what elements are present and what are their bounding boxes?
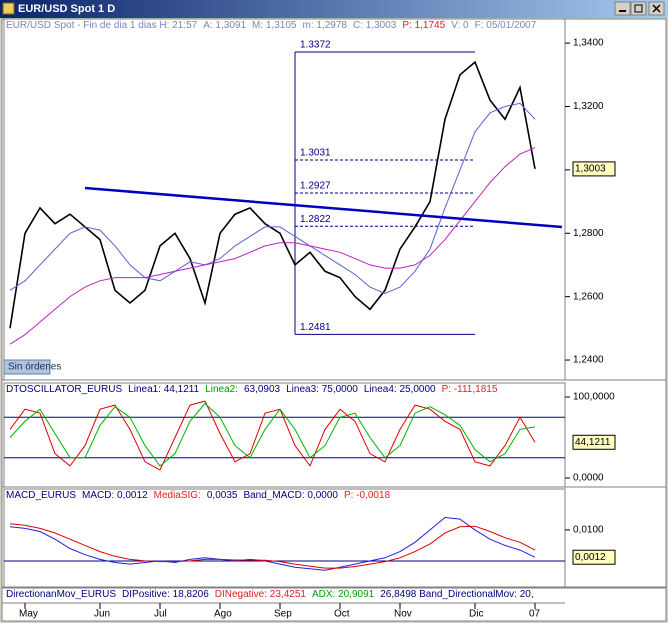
series-line xyxy=(9,147,536,345)
x-tick-label: Jul xyxy=(154,609,167,620)
header-item: ADX: 20,9091 xyxy=(312,589,375,600)
header-item: A: 1,3091 xyxy=(203,20,246,31)
title-bar xyxy=(0,0,668,18)
icon xyxy=(634,4,643,13)
panel-header: EUR/USD Spot - Fin de dia 1 dias H: 21:5… xyxy=(6,20,537,31)
y-tick-label: 1,3200 xyxy=(573,101,604,112)
panel-header: MACD_EURUS MACD: 0,0012 MediaSIG: 0,0035 Ban… xyxy=(6,490,391,501)
y-tick-label: 0,0000 xyxy=(573,473,604,484)
header-item: 63,0903 xyxy=(244,384,281,395)
x-tick-label: Sep xyxy=(274,609,292,620)
fib-label: 1.3372 xyxy=(300,40,331,51)
header-item: P: 1,1745 xyxy=(402,20,445,31)
plot-layer: 1,34001,32001,30001,28001,26001,24001.33… xyxy=(2,18,666,620)
minimize-button[interactable] xyxy=(614,1,631,16)
last-value-box xyxy=(572,161,616,177)
y-tick-label: 1,2400 xyxy=(573,355,604,366)
header-item: DINegative: 23,4251 xyxy=(215,589,307,600)
header-item: MediaSIG: xyxy=(154,490,201,501)
header-item: m: 1,2978 xyxy=(303,20,348,31)
header-item: 0,0035 xyxy=(207,490,238,501)
series-line xyxy=(9,60,536,329)
header-item: MACD_EURUS xyxy=(6,490,76,501)
header-item: M: 1,3105 xyxy=(252,20,297,31)
icon xyxy=(652,4,661,13)
header-item: Linea2: xyxy=(205,384,238,395)
header-item: DirectionanMov_EURUS xyxy=(6,589,116,600)
last-value-box xyxy=(572,549,616,565)
fib-label: 1.2481 xyxy=(300,322,331,333)
y-tick-label: 0,0100 xyxy=(573,525,604,536)
last-value-label: 44,1211 xyxy=(575,437,611,448)
chart-area xyxy=(1,18,667,622)
header-item: EUR/USD Spot - Fin de dia 1 dias H: 21:5… xyxy=(6,20,198,31)
last-value-box xyxy=(572,434,616,450)
series-line xyxy=(9,402,536,467)
x-tick-label: May xyxy=(19,609,38,620)
trend-line xyxy=(84,186,563,229)
x-tick-label: Jun xyxy=(94,609,110,620)
fib-label: 1.3031 xyxy=(300,148,331,159)
header-item: C: 1,3003 xyxy=(353,20,397,31)
panel-header: DTOSCILLATOR_EURUS Linea1: 44,1211 Linea2:… xyxy=(6,384,498,395)
x-tick-label: 07 xyxy=(529,609,541,620)
header-item: DIPositive: 18,8206 xyxy=(122,589,209,600)
series-line xyxy=(9,523,536,569)
header-item: Linea4: 25,0000 xyxy=(364,384,436,395)
y-tick-label: 1,2600 xyxy=(573,291,604,302)
header-item: F: 05/01/2007 xyxy=(475,20,537,31)
orders-button-label[interactable]: Sin órdenes xyxy=(8,362,61,373)
app-icon xyxy=(2,2,15,15)
last-value-label: 0,0012 xyxy=(575,552,606,563)
header-item: DTOSCILLATOR_EURUS xyxy=(6,384,122,395)
last-value-label: 1,3003 xyxy=(575,164,606,175)
window-buttons[interactable] xyxy=(614,1,665,16)
series-line xyxy=(9,516,536,571)
panel-header: DirectionanMov_EURUS DIPositive: 18,8206 D… xyxy=(6,589,534,600)
series-line xyxy=(9,400,536,471)
x-tick-label: Nov xyxy=(394,609,412,620)
y-tick-label: 100,0000 xyxy=(573,392,615,403)
fib-label: 1.2927 xyxy=(300,181,331,192)
window-title: EUR/USD Spot 1 D xyxy=(18,3,115,15)
header-item: Linea1: 44,1211 xyxy=(128,384,199,395)
header-item: Band_MACD: 0,0000 xyxy=(243,490,338,501)
y-tick-label: 1,3400 xyxy=(573,38,604,49)
header-item: MACD: 0,0012 xyxy=(82,490,148,501)
header-item: V: 0 xyxy=(451,20,469,31)
y-tick-label: 1,2800 xyxy=(573,228,604,239)
orders-button[interactable] xyxy=(3,359,51,375)
x-tick-label: Dic xyxy=(469,609,483,620)
header-item: P: -111,1815 xyxy=(442,384,498,395)
series-line xyxy=(9,102,536,295)
x-tick-label: Oct xyxy=(334,609,350,620)
fib-label: 1.2822 xyxy=(300,214,331,225)
header-item: Linea3: 75,0000 xyxy=(286,384,358,395)
x-tick-label: Ago xyxy=(214,609,232,620)
maximize-button[interactable] xyxy=(630,1,647,16)
header-item: 26,8498 Band_DirectionalMov: 20, xyxy=(380,589,533,600)
header-item: P: -0,0018 xyxy=(344,490,391,501)
